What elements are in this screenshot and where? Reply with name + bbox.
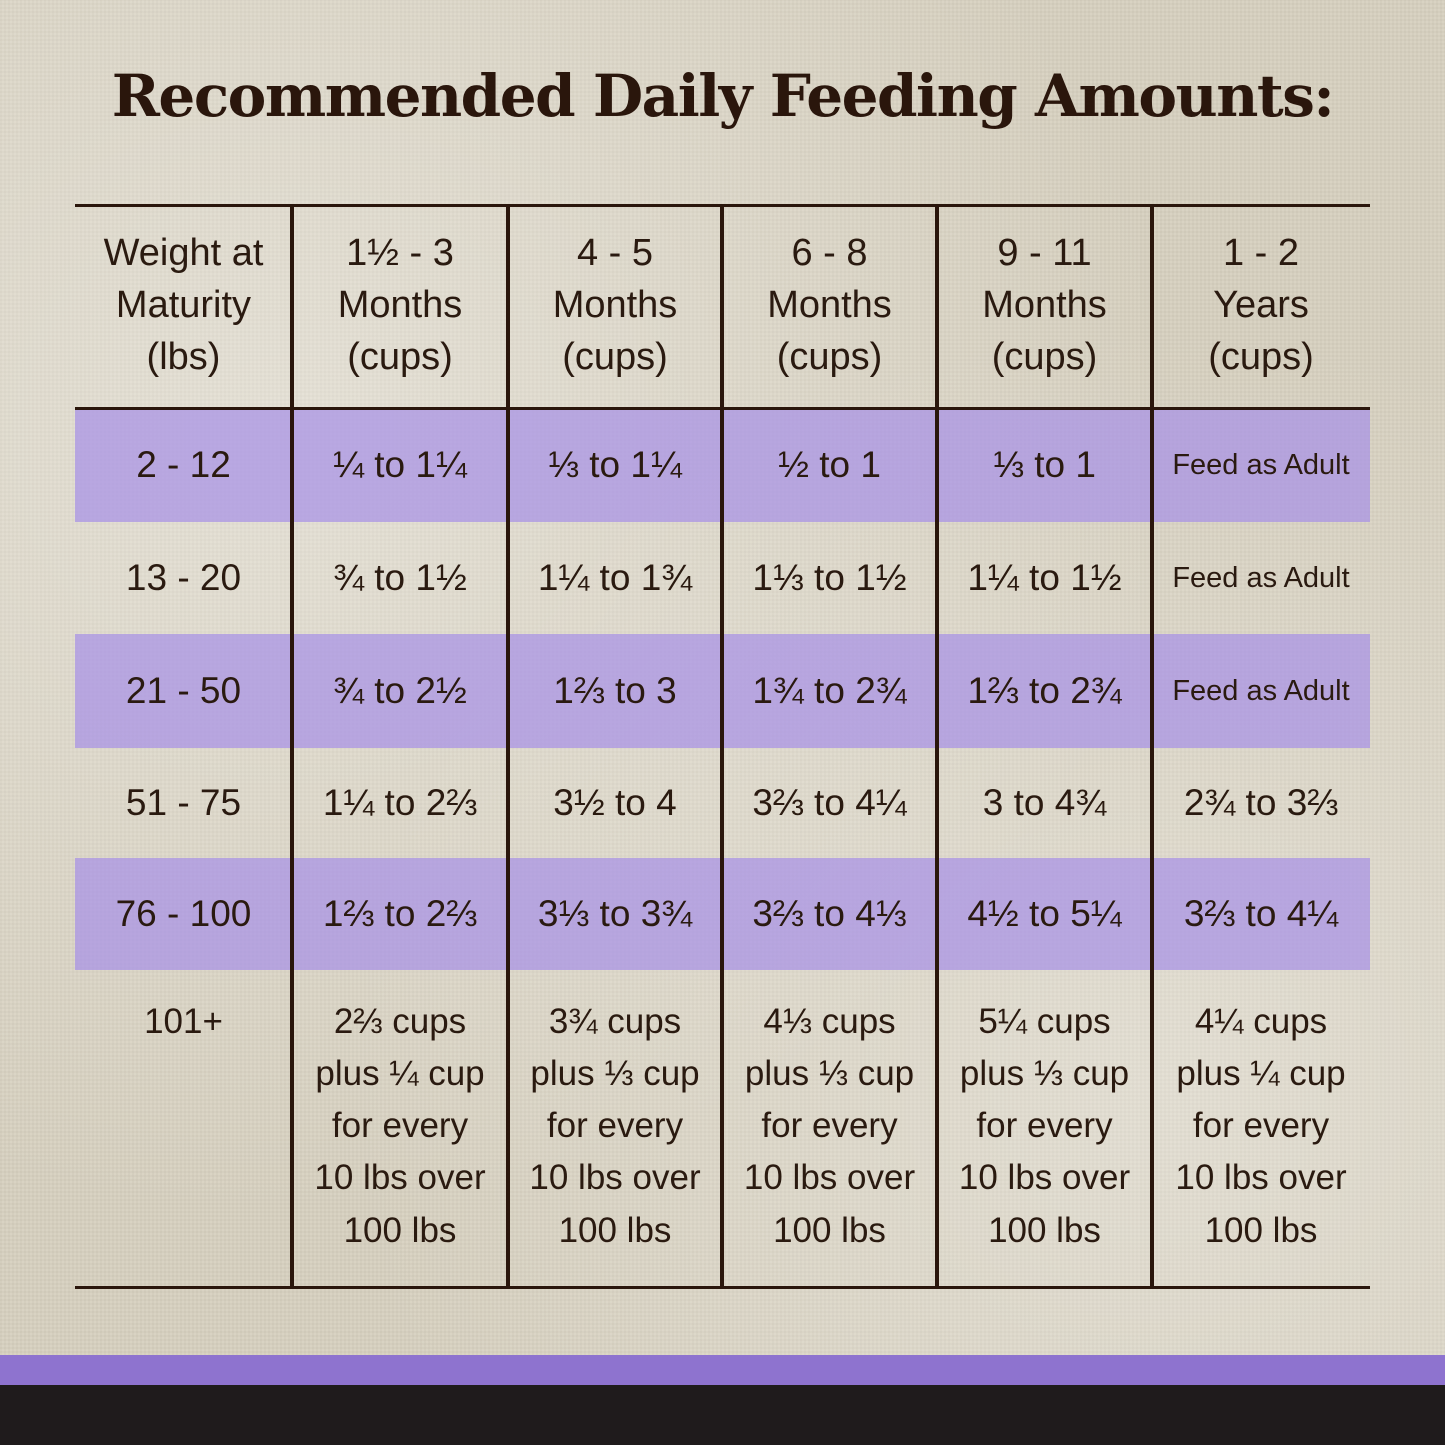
amount-cell: 1¾ to 2¾ [752, 670, 907, 712]
amount-cell: ¾ to 2½ [333, 670, 467, 712]
amount-cell: 2⅔ cups plus ¼ cup for every 10 lbs over… [314, 1002, 486, 1250]
amount-cell: 1⅔ to 3 [553, 670, 677, 712]
weight-cell: 51 - 75 [125, 782, 242, 824]
amount-cell: Feed as Adult [1172, 674, 1350, 707]
amount-cell: Feed as Adult [1172, 448, 1350, 481]
amount-cell: 1¼ to 1½ [967, 557, 1122, 599]
column-divider [720, 205, 724, 1288]
header-row: Weight at Maturity (lbs) 1½ - 3 Months (… [75, 205, 1370, 408]
column-divider [290, 205, 294, 1288]
amount-cell: 4¼ cups plus ¼ cup for every 10 lbs over… [1175, 1002, 1347, 1250]
amount-cell: 1¼ to 2⅔ [322, 782, 478, 824]
amount-cell: 4½ to 5¼ [967, 893, 1122, 935]
header-4-5-months: 4 - 5 Months (cups) [552, 232, 678, 379]
header-1-5-3-months: 1½ - 3 Months (cups) [337, 232, 463, 379]
header-9-11-months: 9 - 11 Months (cups) [982, 232, 1107, 379]
amount-cell: 3 to 4¾ [982, 782, 1107, 824]
amount-cell: 2¾ to 3⅔ [1183, 782, 1339, 824]
amount-cell: 5¼ cups plus ⅓ cup for every 10 lbs over… [958, 1002, 1131, 1250]
header-6-8-months: 6 - 8 Months (cups) [767, 232, 892, 379]
amount-cell: ⅓ to 1 [993, 444, 1096, 486]
table-row: 51 - 75 1¼ to 2⅔ 3½ to 4 3⅔ to 4¼ 3 to 4… [75, 748, 1370, 858]
amount-cell: 3½ to 4 [553, 782, 677, 824]
weight-cell: 101+ [144, 1002, 223, 1041]
amount-cell: 1⅔ to 2⅔ [322, 893, 478, 935]
column-divider [935, 205, 939, 1288]
feeding-table: Weight at Maturity (lbs) 1½ - 3 Months (… [75, 204, 1370, 1289]
footer-black-band [0, 1385, 1445, 1445]
amount-cell: 3⅔ to 4¼ [1183, 893, 1339, 935]
weight-cell: 21 - 50 [125, 670, 242, 712]
header-weight: Weight at Maturity (lbs) [103, 232, 264, 379]
amount-cell: Feed as Adult [1172, 561, 1350, 594]
table-row: 101+ 2⅔ cups plus ¼ cup for every 10 lbs… [75, 970, 1370, 1288]
amount-cell: 1¼ to 1¾ [537, 557, 693, 599]
amount-cell: ¾ to 1½ [333, 557, 467, 599]
table-row: 13 - 20 ¾ to 1½ 1¼ to 1¾ 1⅓ to 1½ 1¼ to … [75, 522, 1370, 634]
amount-cell: 3⅓ to 3¾ [537, 893, 693, 935]
amount-cell: 3⅔ to 4⅓ [752, 893, 907, 935]
amount-cell: ½ to 1 [778, 444, 881, 486]
page-title: Recommended Daily Feeding Amounts: [111, 62, 1335, 130]
column-divider [506, 205, 510, 1288]
weight-cell: 13 - 20 [125, 557, 242, 599]
amount-cell: ⅓ to 1¼ [548, 444, 682, 486]
amount-cell: 1⅔ to 2¾ [967, 670, 1122, 712]
amount-cell: 4⅓ cups plus ⅓ cup for every 10 lbs over… [743, 1002, 916, 1250]
footer-purple-band [0, 1355, 1445, 1385]
amount-cell: 3⅔ to 4¼ [752, 782, 907, 824]
amount-cell: ¼ to 1¼ [333, 444, 467, 486]
weight-cell: 76 - 100 [115, 893, 252, 935]
column-divider [1150, 205, 1154, 1288]
amount-cell: 1⅓ to 1½ [752, 557, 907, 599]
amount-cell: 3¾ cups plus ⅓ cup for every 10 lbs over… [529, 1002, 701, 1250]
weight-cell: 2 - 12 [136, 444, 231, 486]
header-1-2-years: 1 - 2 Years (cups) [1208, 232, 1314, 379]
